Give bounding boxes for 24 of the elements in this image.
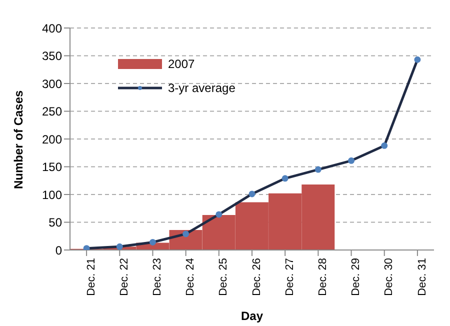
y-tick-label: 50 <box>48 216 62 230</box>
x-tick-label: Dec. 24 <box>184 258 197 296</box>
y-tick-label: 100 <box>42 188 62 202</box>
x-tick-label: Dec. 29 <box>350 258 362 296</box>
y-tick-label: 400 <box>42 21 62 36</box>
x-tick-label: Dec. 27 <box>284 258 296 296</box>
legend-label: 3-yr average <box>168 80 236 97</box>
y-tick-label: 0 <box>55 243 62 258</box>
y-tick-label: 250 <box>42 104 62 119</box>
x-tick-label: Dec. 31 <box>416 258 428 296</box>
y-tick-label: 200 <box>42 132 62 146</box>
x-tick-label: Dec. 28 <box>316 258 329 296</box>
y-tick-label: 350 <box>42 49 62 64</box>
x-tick-label: Dec. 30 <box>383 258 396 296</box>
y-tick-label: 150 <box>42 160 62 174</box>
x-tick-label: Dec. 23 <box>152 258 164 296</box>
y-tick-label: 300 <box>42 76 62 91</box>
legend-label: 2007 <box>168 56 195 73</box>
y-axis-title: Number of Cases <box>11 90 26 189</box>
x-tick-label: Dec. 22 <box>118 258 130 296</box>
x-tick-label: Dec. 21 <box>85 258 98 296</box>
x-tick-label: Dec. 26 <box>250 258 263 296</box>
x-axis-title: Day <box>240 309 264 323</box>
x-tick-label: Dec. 25 <box>218 258 230 296</box>
